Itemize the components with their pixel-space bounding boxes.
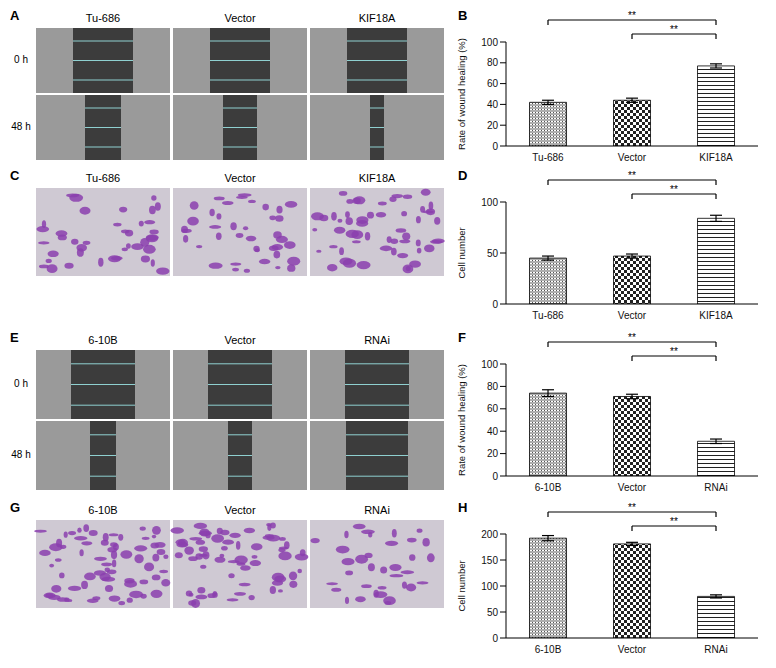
svg-text:100: 100 xyxy=(481,359,498,370)
html-text:Vector: Vector xyxy=(224,504,256,516)
html-text:6-10B: 6-10B xyxy=(88,334,118,346)
svg-text:Rate of wound healing (%): Rate of wound healing (%) xyxy=(456,364,467,476)
svg-text:RNAi: RNAi xyxy=(704,644,727,655)
html-text:A: A xyxy=(10,8,20,23)
svg-text:80: 80 xyxy=(487,57,499,68)
html-text:Tu-686: Tu-686 xyxy=(85,172,121,184)
html-text:RNAi: RNAi xyxy=(364,504,390,516)
svg-text:60: 60 xyxy=(487,403,499,414)
svg-text:**: ** xyxy=(670,24,678,35)
html-text:G: G xyxy=(10,500,21,515)
svg-text:Vector: Vector xyxy=(618,310,647,321)
html-text:KIF18A: KIF18A xyxy=(358,172,396,184)
html-text:RNAi: RNAi xyxy=(364,334,390,346)
svg-text:Cell number: Cell number xyxy=(456,560,467,611)
svg-text:Vector: Vector xyxy=(618,482,647,493)
svg-text:100: 100 xyxy=(481,37,498,48)
html-text:KIF18A: KIF18A xyxy=(358,12,396,24)
svg-text:**: ** xyxy=(628,502,636,513)
html-text:48 h: 48 h xyxy=(11,120,31,132)
svg-text:0: 0 xyxy=(492,141,498,152)
html-text:C: C xyxy=(10,168,20,183)
svg-text:0: 0 xyxy=(492,633,498,644)
html-text:0 h: 0 h xyxy=(14,53,28,65)
svg-text:Tu-686: Tu-686 xyxy=(532,152,564,163)
html-text:F: F xyxy=(458,330,466,345)
svg-text:50: 50 xyxy=(487,607,499,618)
svg-text:0: 0 xyxy=(492,299,498,310)
html-text:Vector: Vector xyxy=(224,334,256,346)
svg-text:80: 80 xyxy=(487,381,499,392)
svg-text:KIF18A: KIF18A xyxy=(699,310,733,321)
svg-text:0: 0 xyxy=(492,471,498,482)
svg-text:40: 40 xyxy=(487,99,499,110)
svg-text:RNAi: RNAi xyxy=(704,482,727,493)
html-text:H: H xyxy=(458,500,468,515)
svg-text:6-10B: 6-10B xyxy=(535,482,562,493)
html-text:48 h: 48 h xyxy=(11,448,31,460)
svg-text:Cell number: Cell number xyxy=(456,227,467,278)
svg-text:**: ** xyxy=(628,170,636,181)
html-text:Vector: Vector xyxy=(224,172,256,184)
svg-text:Vector: Vector xyxy=(618,644,647,655)
svg-text:20: 20 xyxy=(487,120,499,131)
html-text:6-10B: 6-10B xyxy=(88,504,118,516)
svg-text:Vector: Vector xyxy=(618,152,647,163)
svg-text:20: 20 xyxy=(487,448,499,459)
svg-text:**: ** xyxy=(628,10,636,21)
html-text:Vector: Vector xyxy=(224,12,256,24)
svg-text:**: ** xyxy=(670,346,678,357)
svg-text:50: 50 xyxy=(487,248,499,259)
svg-text:**: ** xyxy=(670,516,678,527)
svg-text:100: 100 xyxy=(481,581,498,592)
svg-text:Rate of wound healing (%): Rate of wound healing (%) xyxy=(456,38,467,150)
html-text:B: B xyxy=(458,8,468,23)
svg-text:**: ** xyxy=(628,332,636,343)
html-text:D: D xyxy=(458,168,468,183)
svg-text:200: 200 xyxy=(481,529,498,540)
svg-text:Tu-686: Tu-686 xyxy=(532,310,564,321)
svg-text:6-10B: 6-10B xyxy=(535,644,562,655)
svg-text:150: 150 xyxy=(481,555,498,566)
svg-text:**: ** xyxy=(670,184,678,195)
svg-text:40: 40 xyxy=(487,426,499,437)
html-text:0 h: 0 h xyxy=(14,377,28,389)
svg-text:60: 60 xyxy=(487,78,499,89)
svg-text:KIF18A: KIF18A xyxy=(699,152,733,163)
html-text:E: E xyxy=(10,330,19,345)
html-text:Tu-686: Tu-686 xyxy=(85,12,121,24)
svg-text:100: 100 xyxy=(481,197,498,208)
